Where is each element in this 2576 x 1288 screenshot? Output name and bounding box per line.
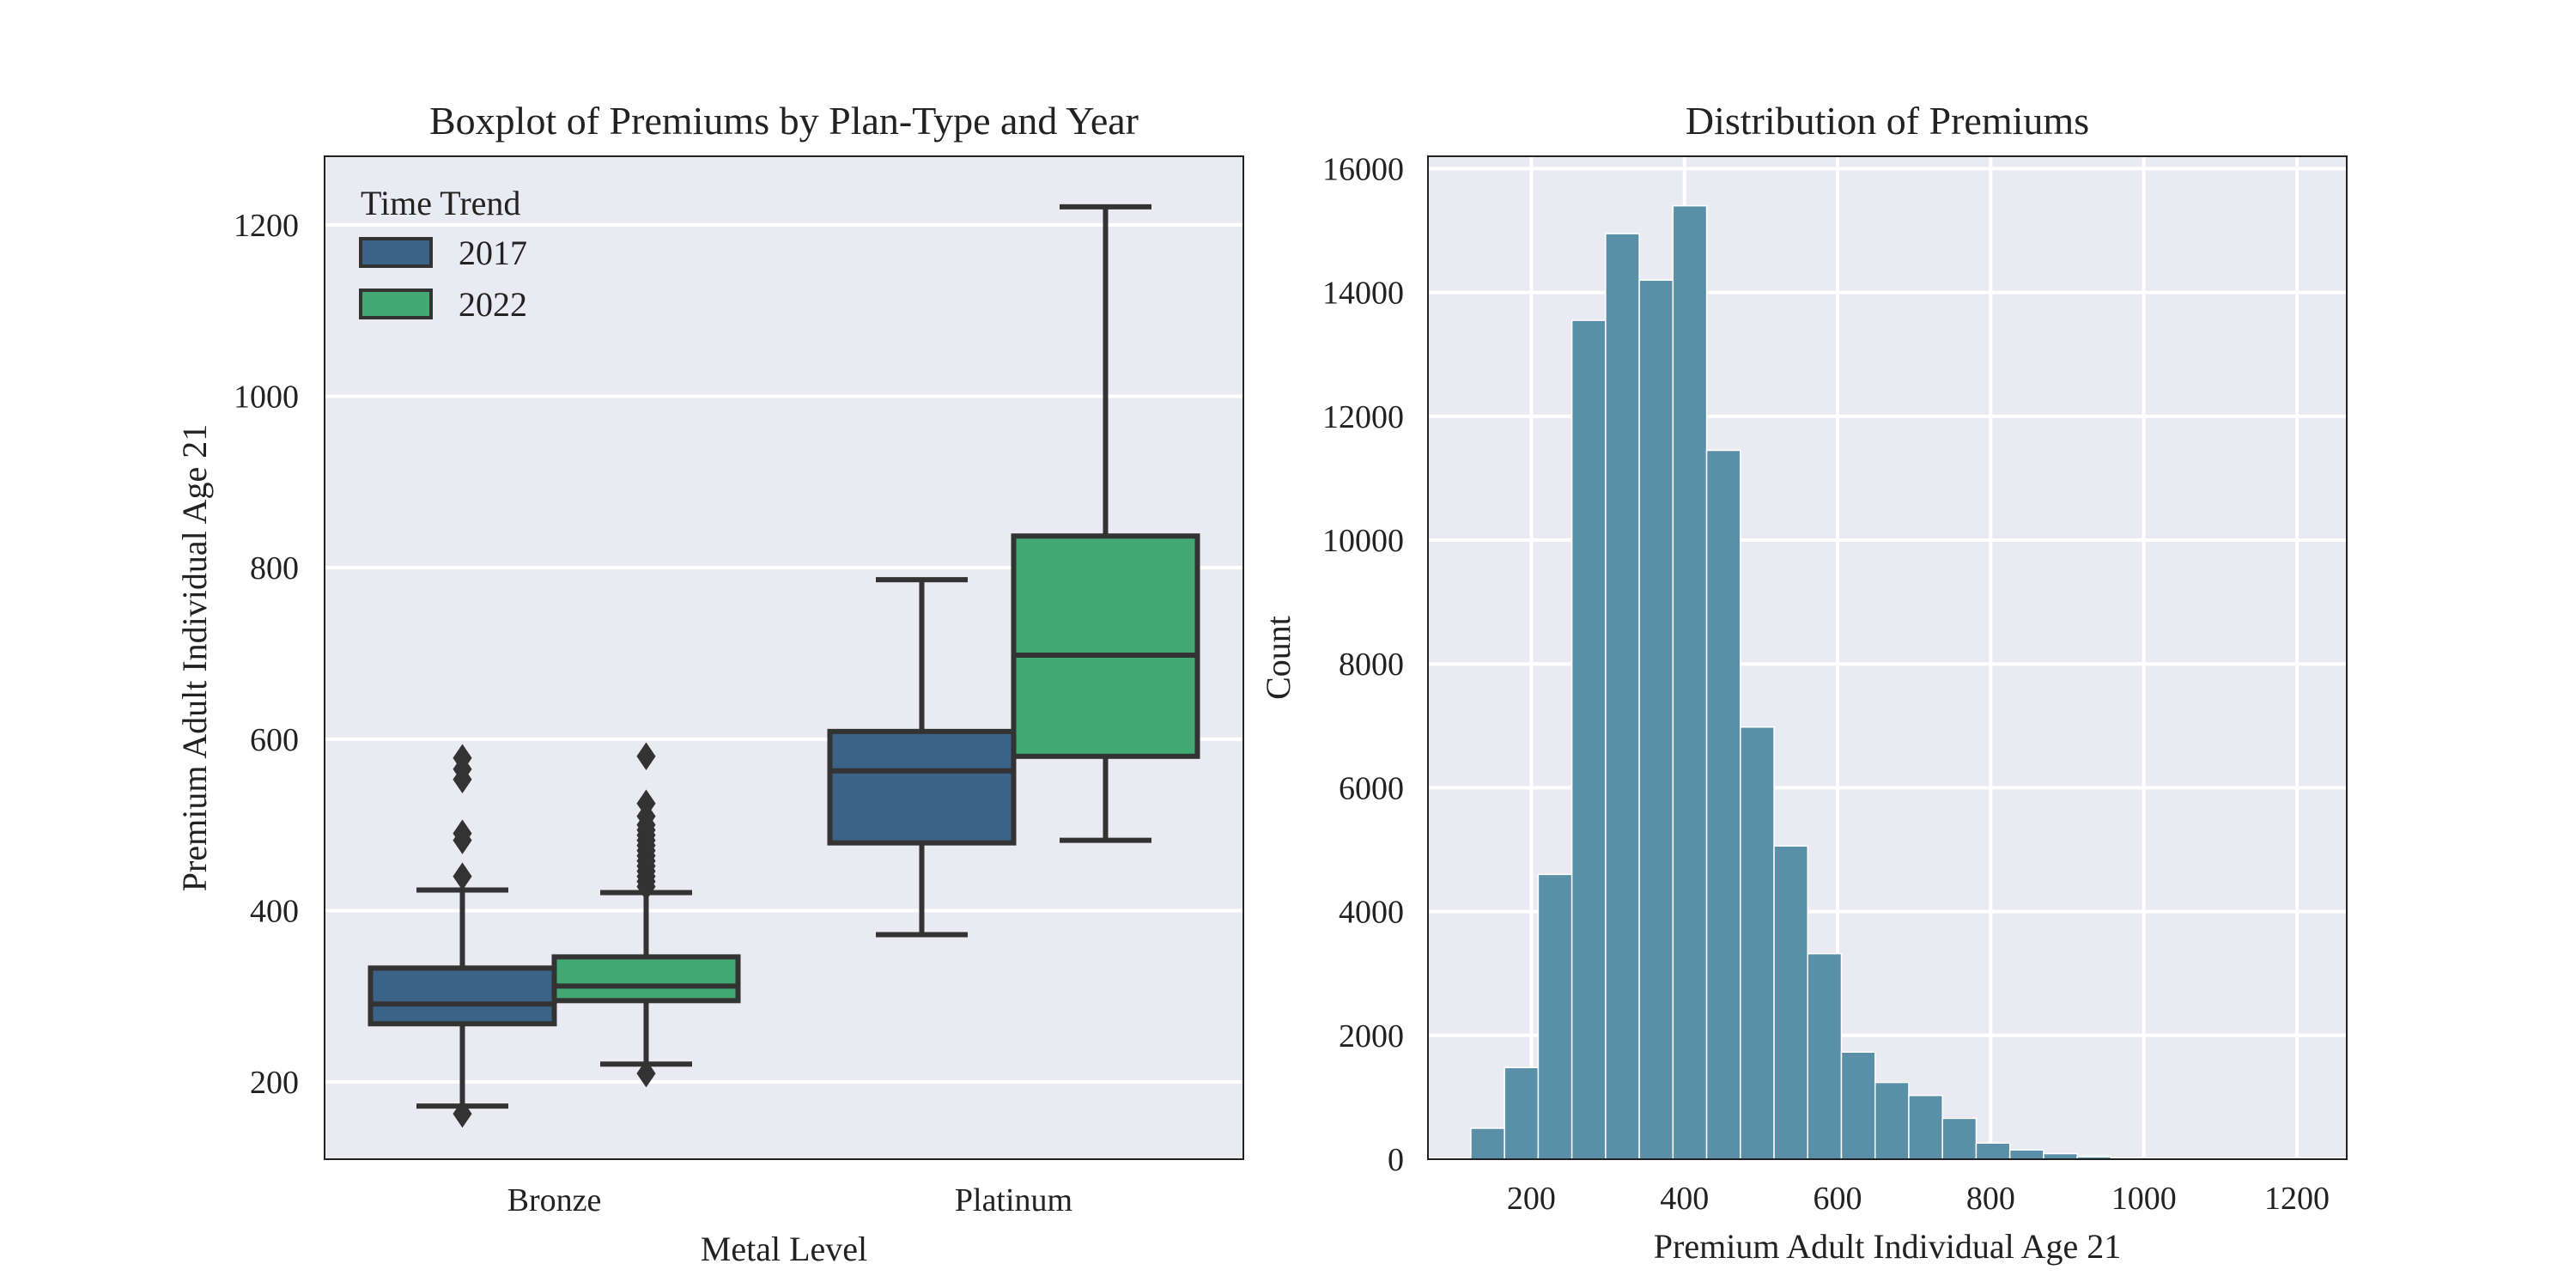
y-tick-label: 1200 — [234, 208, 299, 244]
histogram-chart: 0 2000 4000 6000 8000 10000 12000 14000 16000 20… — [1259, 99, 2348, 1266]
outlier-point — [636, 742, 656, 771]
histogram-bar — [2008, 1149, 2044, 1160]
y-tick-label: 600 — [250, 722, 299, 758]
boxplot-chart: 200 400 600 800 1000 1200 Bronze Platinum Boxp… — [175, 99, 1244, 1268]
y-tick-label: 1000 — [234, 380, 299, 416]
x-tick-label: 1200 — [2264, 1181, 2330, 1217]
y-tick-label: 6000 — [1339, 770, 1404, 806]
outlier-point — [453, 1099, 472, 1128]
histogram-bar — [1975, 1142, 2011, 1160]
box-iqr — [551, 954, 741, 1004]
x-tick-label: 800 — [1966, 1181, 2015, 1217]
histogram-bar — [1571, 319, 1607, 1160]
boxplot-x-ticks: Bronze Platinum — [507, 1182, 1072, 1218]
x-tick-label: Bronze — [507, 1182, 602, 1218]
histogram-bars — [1470, 204, 2314, 1160]
histogram-y-axis-label: Count — [1259, 616, 1297, 700]
legend-label-2017: 2017 — [459, 234, 527, 272]
y-tick-label: 200 — [250, 1065, 299, 1101]
box-platinum-2022 — [1011, 204, 1200, 843]
outlier-point — [453, 819, 472, 848]
y-tick-label: 0 — [1388, 1142, 1404, 1178]
boxplot-y-axis-label: Premium Adult Individual Age 21 — [175, 424, 214, 891]
legend-swatch-2017 — [359, 237, 433, 268]
histogram-bar — [1470, 1127, 1505, 1160]
boxplot-axes-frame — [324, 155, 1244, 1160]
outlier-point — [453, 744, 472, 773]
histogram-bar — [1941, 1117, 1978, 1160]
histogram-axes-frame — [1427, 155, 2348, 1160]
legend-title: Time Trend — [361, 184, 520, 222]
histogram-bar — [1504, 1066, 1540, 1160]
y-tick-label: 16000 — [1322, 151, 1404, 187]
histogram-x-ticks: 200 400 600 800 1000 1200 — [1507, 1181, 2330, 1217]
box-bronze-2022 — [551, 742, 741, 1088]
series-2017 — [368, 577, 1017, 1128]
legend-swatch-2022 — [359, 289, 433, 319]
y-tick-label: 400 — [250, 893, 299, 929]
histogram-bar — [1638, 279, 1674, 1160]
boxplot-y-ticks: 200 400 600 800 1000 1200 — [234, 208, 299, 1101]
histogram-bar — [1840, 1051, 1876, 1160]
y-tick-label: 8000 — [1339, 647, 1404, 683]
y-tick-label: 12000 — [1322, 399, 1404, 435]
histogram-bar — [1537, 873, 1573, 1160]
x-tick-label: 200 — [1507, 1181, 1556, 1217]
histogram-bar — [1908, 1094, 1943, 1160]
boxplot-gridlines — [325, 222, 1243, 1084]
histogram-x-axis-label: Premium Adult Individual Age 21 — [1654, 1227, 2121, 1266]
box-iqr — [827, 728, 1017, 846]
histogram-bar — [1773, 845, 1809, 1160]
y-tick-label: 14000 — [1322, 276, 1404, 312]
y-tick-label: 2000 — [1339, 1018, 1404, 1054]
outlier-point — [453, 862, 472, 890]
y-tick-label: 10000 — [1322, 523, 1404, 559]
x-tick-label: Platinum — [955, 1182, 1072, 1218]
histogram-title: Distribution of Premiums — [1686, 99, 2089, 143]
box-iqr — [1011, 533, 1200, 759]
y-tick-label: 800 — [250, 550, 299, 586]
y-tick-label: 4000 — [1339, 895, 1404, 931]
box-platinum-2017 — [827, 577, 1017, 938]
histogram-bar — [1807, 952, 1843, 1160]
histogram-bar — [1605, 233, 1640, 1160]
histogram-bar — [1705, 449, 1741, 1160]
legend-label-2022: 2022 — [459, 285, 527, 324]
x-tick-label: 1000 — [2111, 1181, 2177, 1217]
x-tick-label: 400 — [1660, 1181, 1709, 1217]
outlier-point — [636, 789, 656, 817]
legend: Time Trend 2017 2022 — [359, 184, 527, 324]
histogram-y-ticks: 0 2000 4000 6000 8000 10000 12000 14000 16000 — [1322, 151, 1404, 1178]
boxplot-title: Boxplot of Premiums by Plan-Type and Yea… — [429, 99, 1139, 143]
box-iqr — [368, 965, 557, 1027]
boxplot-x-axis-label: Metal Level — [701, 1230, 867, 1268]
series-2022 — [551, 204, 1200, 1088]
boxplot-marks — [368, 204, 1200, 1128]
histogram-bar — [1672, 204, 1708, 1160]
histogram-bar — [1874, 1081, 1910, 1160]
outlier-point — [636, 1059, 656, 1088]
x-tick-label: 600 — [1814, 1181, 1862, 1217]
histogram-bar — [1740, 726, 1775, 1160]
